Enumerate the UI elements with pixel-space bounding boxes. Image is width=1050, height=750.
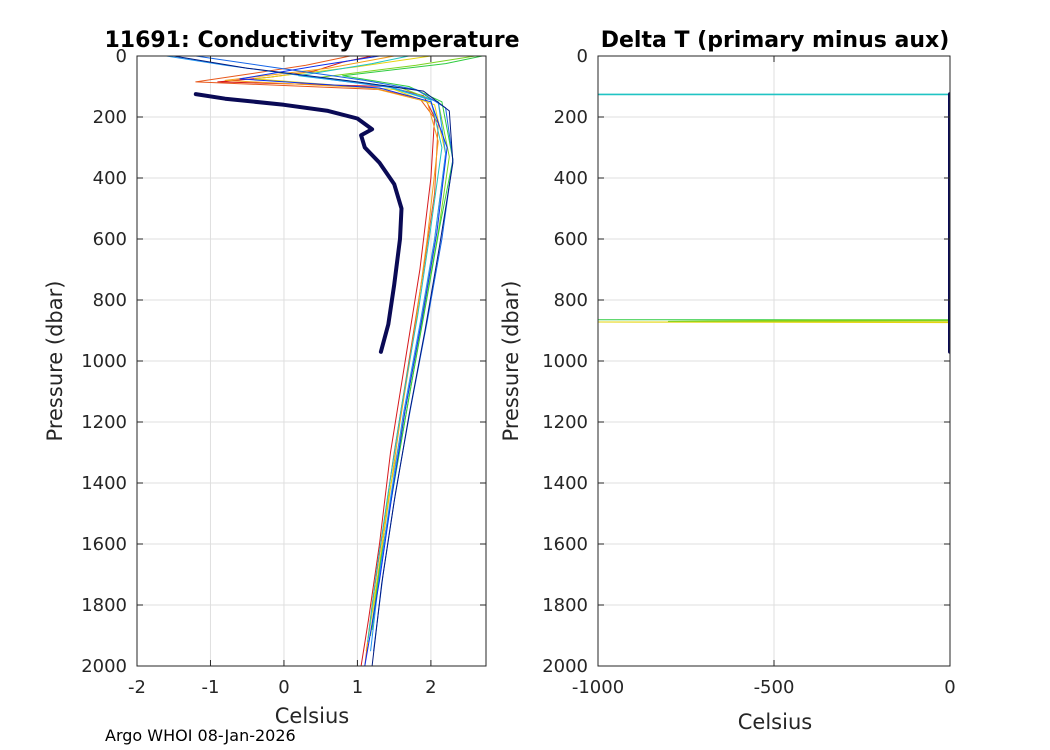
y-tick-label: 1600 xyxy=(81,534,127,555)
y-tick-label: 600 xyxy=(554,229,588,250)
x-tick-label: -1 xyxy=(201,677,219,698)
y-tick-label: 400 xyxy=(554,168,588,189)
series-line-profile-10 xyxy=(239,56,448,666)
x-tick-label: 0 xyxy=(944,677,955,698)
y-tick-label: 1600 xyxy=(542,534,588,555)
y-tick-label: 1800 xyxy=(81,595,127,616)
x-tick-label: -2 xyxy=(128,677,146,698)
chart-title: Delta T (primary minus aux) xyxy=(601,28,950,53)
series-line-profile-07 xyxy=(298,56,443,643)
y-tick-label: 1000 xyxy=(542,351,588,372)
y-tick-label: 400 xyxy=(93,168,127,189)
series-line-delta-04 xyxy=(667,319,950,322)
y-tick-label: 2000 xyxy=(542,656,588,677)
y-axis-label: Pressure (dbar) xyxy=(499,281,523,442)
chart-title: 11691: Conductivity Temperature xyxy=(104,28,519,53)
footer-text: Argo WHOI 08-Jan-2026 xyxy=(105,726,296,745)
y-tick-label: 200 xyxy=(554,107,588,128)
y-tick-label: 1000 xyxy=(81,351,127,372)
series-line-delta-01 xyxy=(598,93,950,96)
right-axes-delta-t: -1000 -500 0 0 200 400 600 800 1000 1200 1400 1600 1… xyxy=(499,28,956,734)
y-tick-label: 1400 xyxy=(542,473,588,494)
x-tick-label: -1000 xyxy=(572,677,624,698)
x-tick-label: 0 xyxy=(278,677,289,698)
series-line-latest-profile xyxy=(193,92,404,354)
series-line-profile-11 xyxy=(173,56,454,666)
series-line-profile-08 xyxy=(165,56,447,652)
x-tick-label: 2 xyxy=(425,677,436,698)
y-axis-label: Pressure (dbar) xyxy=(43,281,67,442)
y-tick-label: 0 xyxy=(577,46,588,67)
x-axis-label: Celsius xyxy=(738,710,812,734)
series-group xyxy=(165,56,483,666)
x-tick-label: -500 xyxy=(754,677,795,698)
series-group xyxy=(598,92,950,636)
left-axes-conductivity-temperature: -2 -1 0 1 2 0 200 400 600 800 1000 1200 1400 1600 1800… xyxy=(43,28,520,728)
x-tick-label: 1 xyxy=(352,677,363,698)
y-tick-label: 1400 xyxy=(81,473,127,494)
y-tick-label: 800 xyxy=(93,290,127,311)
y-tick-label: 200 xyxy=(93,107,127,128)
y-tick-label: 2000 xyxy=(81,656,127,677)
y-tick-label: 1200 xyxy=(542,412,588,433)
y-tick-label: 600 xyxy=(93,229,127,250)
y-tick-label: 0 xyxy=(116,46,127,67)
series-line-delta-03 xyxy=(598,321,950,324)
x-axis-label: Celsius xyxy=(275,704,349,728)
y-tick-label: 1200 xyxy=(81,412,127,433)
y-tick-label: 1800 xyxy=(542,595,588,616)
y-tick-label: 800 xyxy=(554,290,588,311)
